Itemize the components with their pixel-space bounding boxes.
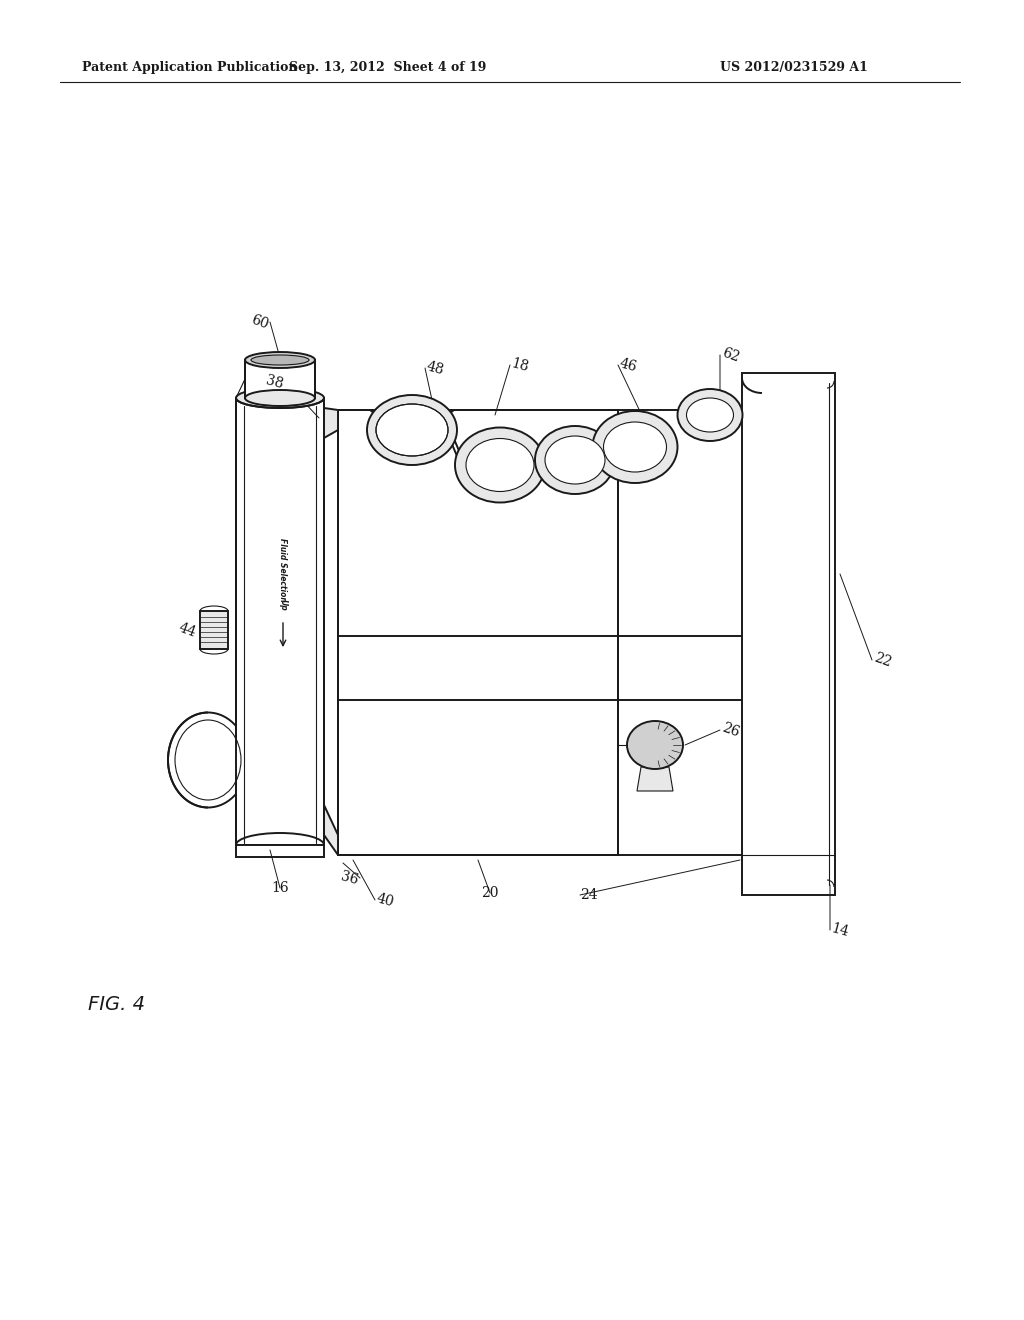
Ellipse shape (245, 352, 315, 368)
Ellipse shape (245, 389, 315, 407)
Ellipse shape (678, 389, 742, 441)
Ellipse shape (686, 399, 733, 432)
Ellipse shape (175, 719, 241, 800)
Text: 48: 48 (425, 359, 445, 378)
Polygon shape (324, 805, 338, 855)
Text: Up: Up (279, 599, 288, 611)
Text: 62: 62 (720, 346, 741, 364)
Ellipse shape (593, 411, 678, 483)
Ellipse shape (251, 355, 309, 366)
Text: 40: 40 (375, 891, 395, 909)
Text: 36: 36 (340, 869, 360, 887)
Ellipse shape (627, 721, 683, 770)
Text: Patent Application Publication: Patent Application Publication (82, 62, 298, 74)
Bar (245, 360, 315, 399)
Ellipse shape (455, 428, 545, 503)
Text: 20: 20 (481, 886, 499, 900)
Text: 26: 26 (720, 721, 741, 739)
Bar (618, 411, 760, 855)
Ellipse shape (236, 388, 324, 408)
Text: 22: 22 (872, 651, 893, 669)
Text: 24: 24 (580, 888, 598, 902)
Text: US 2012/0231529 A1: US 2012/0231529 A1 (720, 62, 868, 74)
Text: Fluid Selection: Fluid Selection (279, 539, 288, 602)
Text: 38: 38 (264, 374, 285, 391)
Text: 60: 60 (249, 313, 270, 331)
Ellipse shape (466, 438, 534, 491)
Ellipse shape (535, 426, 615, 494)
Bar (200, 611, 228, 649)
Polygon shape (236, 845, 324, 857)
Ellipse shape (168, 713, 248, 808)
Polygon shape (362, 411, 462, 442)
Text: Sep. 13, 2012  Sheet 4 of 19: Sep. 13, 2012 Sheet 4 of 19 (290, 62, 486, 74)
Ellipse shape (545, 436, 605, 484)
Ellipse shape (603, 422, 667, 473)
Polygon shape (637, 767, 673, 791)
Bar (742, 374, 835, 895)
Text: 18: 18 (510, 356, 530, 374)
Ellipse shape (367, 395, 457, 465)
Bar (236, 399, 324, 845)
Text: FIG. 4: FIG. 4 (88, 995, 145, 1015)
Ellipse shape (376, 404, 449, 455)
Text: 16: 16 (271, 880, 289, 895)
Polygon shape (324, 408, 338, 438)
Text: 14: 14 (830, 921, 851, 939)
Bar (338, 411, 618, 855)
Text: 44: 44 (176, 620, 198, 640)
Text: 46: 46 (618, 356, 639, 374)
